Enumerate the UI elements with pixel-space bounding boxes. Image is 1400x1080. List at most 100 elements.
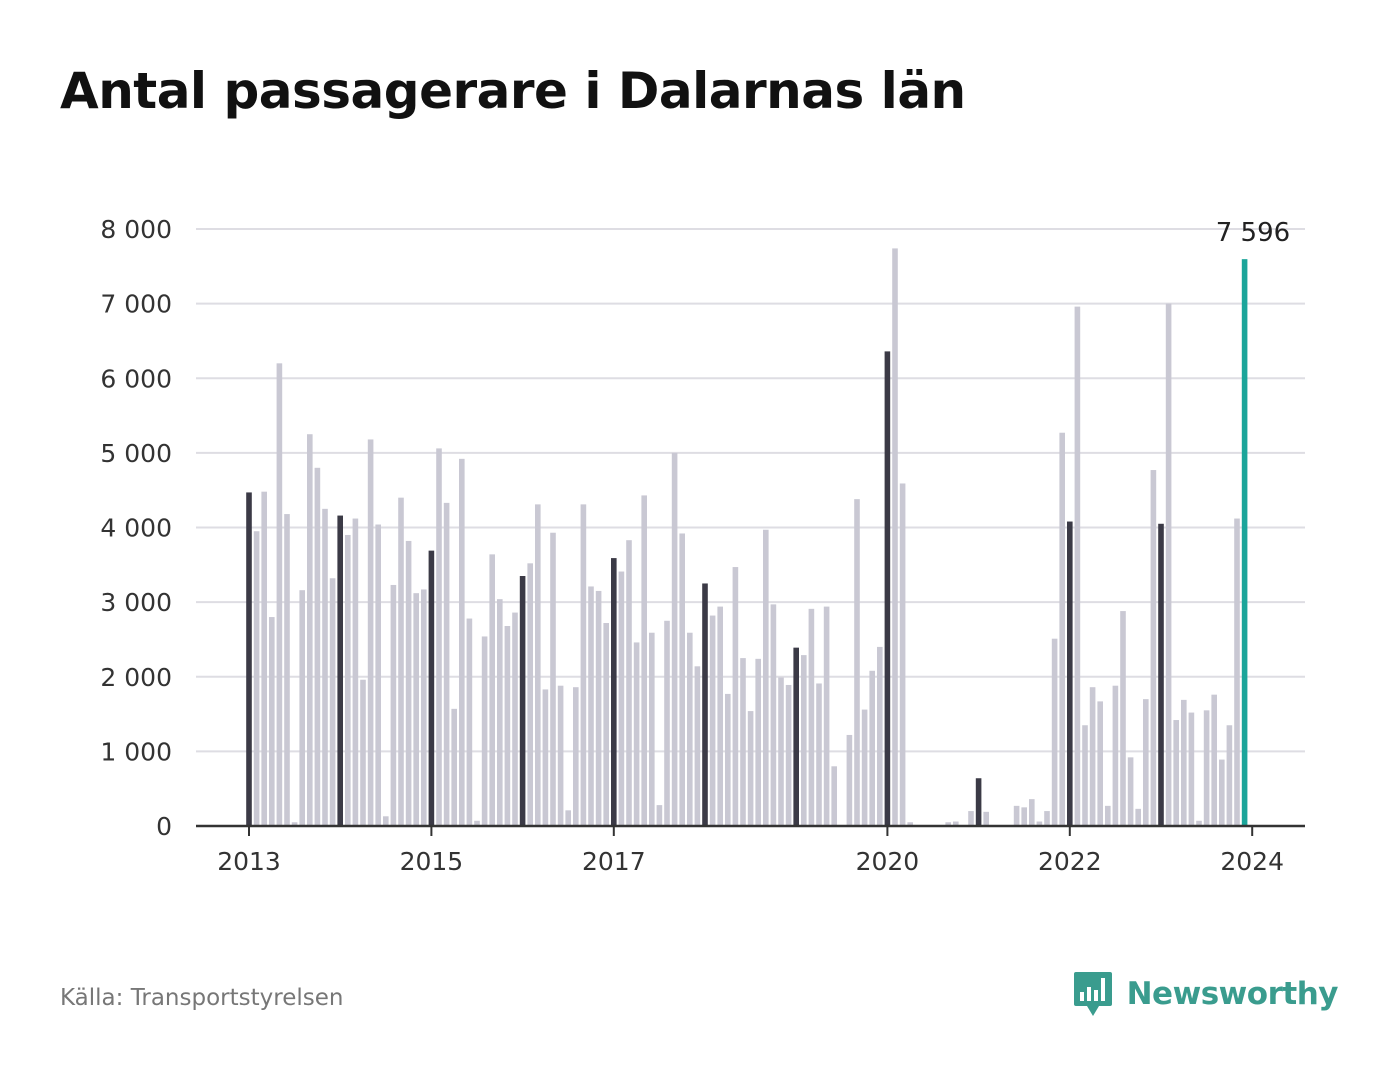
bar <box>367 439 374 826</box>
chart-title: Antal passagerare i Dalarnas län <box>60 62 966 120</box>
bar <box>595 590 602 826</box>
bar <box>390 584 397 826</box>
bar <box>383 816 389 826</box>
annotations: 7 596 <box>1216 218 1290 248</box>
bar <box>291 822 298 826</box>
y-tick-label: 4 000 <box>100 514 172 543</box>
bar <box>679 533 685 826</box>
bar <box>1219 759 1225 826</box>
bar <box>732 567 739 826</box>
bar <box>550 532 556 826</box>
bar <box>421 589 427 826</box>
bar <box>451 708 457 826</box>
bar <box>846 734 853 826</box>
bar <box>968 811 974 826</box>
bar <box>892 248 898 827</box>
bar <box>1173 720 1179 826</box>
bar <box>261 491 267 826</box>
bar <box>1097 701 1103 826</box>
bar <box>747 711 754 826</box>
bar <box>1036 821 1043 826</box>
bar <box>299 590 305 826</box>
bar <box>246 492 252 826</box>
bar <box>1181 699 1187 826</box>
bar <box>557 685 564 826</box>
bar <box>489 554 495 826</box>
bar <box>322 508 328 826</box>
bar <box>1188 712 1195 826</box>
bar-chart-speech-bubble-icon <box>1073 972 1112 1016</box>
bar <box>1143 699 1149 826</box>
bar <box>1196 820 1202 826</box>
bar <box>694 666 701 826</box>
bar <box>565 810 571 826</box>
bar <box>945 822 951 826</box>
bar <box>1044 811 1050 826</box>
bar <box>1135 808 1141 826</box>
bar <box>1158 523 1164 826</box>
bar <box>276 363 283 826</box>
bar <box>671 452 678 826</box>
bar <box>687 632 693 826</box>
y-tick-label: 2 000 <box>100 663 172 692</box>
bar <box>497 599 503 826</box>
x-tick-label: 2015 <box>400 847 464 876</box>
bar <box>345 534 351 826</box>
bar <box>253 531 260 826</box>
x-tick-label: 2024 <box>1220 847 1284 876</box>
bar <box>641 495 647 826</box>
x-tick-label: 2017 <box>582 847 646 876</box>
bar <box>1059 432 1065 826</box>
source-note: Källa: Transportstyrelsen <box>60 985 344 1011</box>
bar <box>884 351 891 826</box>
y-tick-label: 5 000 <box>100 439 172 468</box>
bar <box>664 620 670 826</box>
y-tick-label: 8 000 <box>100 215 172 244</box>
bar <box>656 805 663 826</box>
bar <box>519 576 526 826</box>
bar <box>854 499 860 826</box>
bar <box>907 822 913 826</box>
bar <box>535 504 541 826</box>
y-tick-label: 1 000 <box>100 737 172 766</box>
bar <box>405 540 412 826</box>
bar <box>709 615 716 826</box>
bar <box>740 658 746 826</box>
bar <box>1120 611 1126 826</box>
bar <box>1127 757 1134 826</box>
latest-value-label: 7 596 <box>1216 218 1290 248</box>
bar <box>1082 725 1088 826</box>
bar <box>443 502 450 826</box>
bar <box>763 529 769 826</box>
bar <box>953 821 959 826</box>
bar <box>603 623 609 826</box>
bar <box>869 670 875 826</box>
bar <box>504 626 511 826</box>
bar <box>785 684 792 826</box>
bar <box>398 497 404 826</box>
x-tick-label: 2013 <box>217 847 281 876</box>
bar <box>466 618 473 826</box>
bar <box>801 655 807 826</box>
bar <box>428 550 435 826</box>
bar <box>284 514 290 826</box>
bar <box>983 811 989 826</box>
bar <box>588 586 594 826</box>
x-tick-label: 2022 <box>1038 847 1102 876</box>
brand-name: Newsworthy <box>1126 976 1339 1012</box>
bar <box>1021 807 1027 826</box>
bar <box>1067 521 1073 826</box>
bar <box>1013 805 1020 826</box>
bar <box>1234 518 1240 826</box>
bar <box>633 642 640 826</box>
bar <box>542 689 549 826</box>
bar <box>413 593 419 826</box>
bar <box>474 820 480 826</box>
bar <box>512 612 518 826</box>
y-axis-ticks: 0 1 000 2 000 3 000 4 000 5 000 6 000 7 000 8 00… <box>100 215 172 841</box>
bars <box>246 248 1248 827</box>
bar <box>269 617 275 826</box>
bar <box>975 778 982 826</box>
bar <box>314 467 321 826</box>
bar <box>717 606 723 826</box>
